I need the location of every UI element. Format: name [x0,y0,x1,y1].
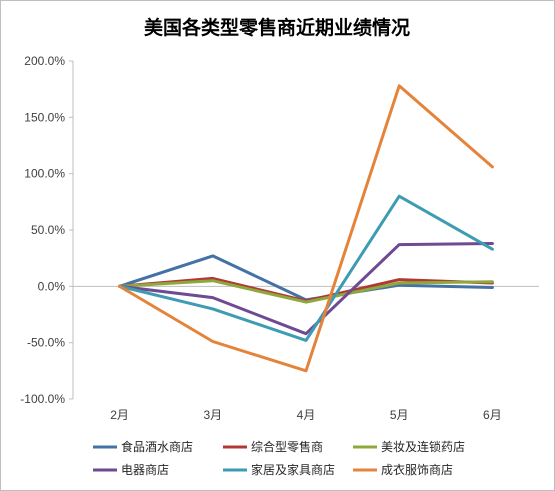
y-axis: 200.0% 150.0% 100.0% 50.0% 0.0% -50.0% -100.0% [20,54,74,406]
series-line [118,242,494,336]
x-axis: 2月 3月 4月 5月 6月 [73,285,539,422]
x-tick-label: 5月 [390,408,409,422]
y-tick-label: -50.0% [27,336,65,350]
x-tick-label: 3月 [203,408,222,422]
y-tick-label: 50.0% [31,223,65,237]
x-tick-label: 2月 [110,408,129,422]
y-tick-label: 150.0% [24,110,65,124]
legend-label: 美妆及连锁药店 [381,439,465,454]
series-line [118,279,494,304]
x-tick-label: 6月 [483,408,502,422]
legend-label: 综合型零售商 [251,439,323,454]
chart-title: 美国各类型零售商近期业绩情况 [144,16,410,39]
legend-label: 电器商店 [121,462,169,477]
y-tick-label: -100.0% [20,392,65,406]
legend-label: 家居及家具商店 [251,462,335,477]
legend-label: 食品酒水商店 [121,439,193,454]
series-line [118,194,494,342]
y-tick-label: 0.0% [38,279,66,293]
series-lines [118,84,494,373]
legend-label: 成衣服饰商店 [381,462,453,477]
y-tick-label: 200.0% [24,54,65,68]
x-tick-label: 4月 [297,408,316,422]
y-tick-label: 100.0% [24,167,65,181]
series-line [118,84,494,373]
